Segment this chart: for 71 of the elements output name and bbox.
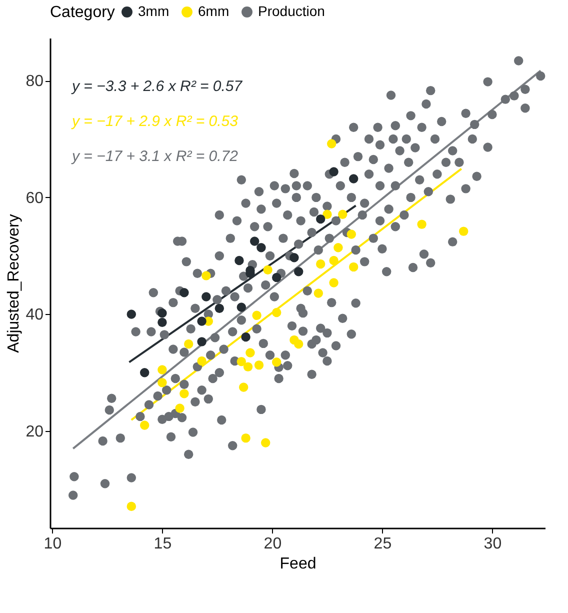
point — [236, 356, 246, 366]
point — [326, 139, 336, 148]
point — [250, 236, 260, 246]
point — [272, 358, 282, 367]
point — [236, 302, 246, 312]
x-tick-label: 10 — [44, 536, 62, 552]
x-tick-label: 30 — [484, 536, 502, 552]
point — [294, 267, 304, 276]
point — [254, 360, 264, 370]
point — [294, 339, 304, 349]
point — [202, 271, 211, 280]
x-tick-label: 20 — [264, 536, 282, 552]
point — [256, 243, 266, 252]
legend-title: Category — [50, 4, 115, 21]
point — [329, 167, 338, 176]
annotation: y = −3.3 + 2.6 x R² = 0.57 — [71, 78, 243, 95]
x-axis-title: Feed — [280, 556, 316, 572]
point — [158, 378, 167, 388]
point — [202, 292, 211, 302]
point — [243, 362, 253, 372]
point — [175, 404, 184, 413]
point — [180, 389, 189, 398]
legend-label: Production — [258, 3, 325, 19]
point — [338, 210, 348, 219]
point — [126, 502, 136, 511]
legend-label: 3mm — [138, 3, 170, 19]
y-tick-label: 80 — [26, 73, 44, 90]
point — [252, 310, 262, 320]
point — [126, 310, 136, 319]
point — [348, 174, 358, 184]
point — [346, 230, 356, 239]
point — [241, 332, 250, 342]
point — [158, 318, 167, 328]
point — [316, 214, 326, 224]
point — [322, 210, 332, 219]
point — [334, 243, 343, 252]
y-tick-label: 20 — [26, 424, 44, 441]
point — [348, 262, 358, 272]
point — [290, 252, 299, 262]
x-tick-label: 25 — [374, 536, 392, 552]
y-axis-title: Adjusted_Recovery — [6, 214, 23, 353]
point — [417, 220, 426, 229]
annotation: y = −17 + 3.1 x R² = 0.72 — [71, 148, 239, 165]
point — [314, 288, 324, 298]
point — [197, 356, 206, 366]
point — [238, 382, 248, 392]
point — [272, 272, 282, 282]
point — [246, 348, 255, 358]
point — [197, 316, 206, 326]
point — [316, 259, 326, 269]
point — [140, 368, 150, 378]
point — [180, 288, 189, 298]
y-tick-label: 60 — [26, 190, 44, 207]
point — [234, 256, 244, 266]
point — [158, 308, 167, 318]
point — [197, 337, 206, 346]
point — [260, 438, 270, 448]
point — [458, 226, 468, 236]
x-tick-label: 15 — [154, 536, 172, 552]
point — [272, 308, 282, 318]
annotation: y = −17 + 2.9 x R² = 0.53 — [71, 113, 239, 130]
point — [214, 304, 224, 314]
point — [140, 420, 150, 430]
point — [158, 365, 167, 374]
point — [184, 339, 194, 349]
y-tick-label: 40 — [26, 306, 44, 324]
legend-label: 6mm — [198, 3, 230, 19]
point — [329, 278, 338, 288]
point — [241, 433, 250, 443]
point — [329, 256, 338, 266]
point — [263, 265, 272, 274]
